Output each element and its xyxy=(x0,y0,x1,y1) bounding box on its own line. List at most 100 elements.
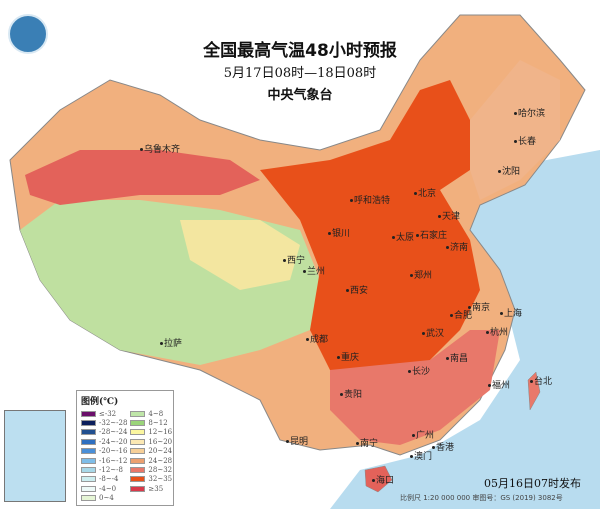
legend-swatch xyxy=(81,495,96,502)
legend-item: ≥35 xyxy=(130,484,172,493)
legend-item: 4~8 xyxy=(130,409,172,418)
legend-label: -20~-16 xyxy=(99,447,128,456)
legend-label: 12~16 xyxy=(148,428,173,437)
legend-label: -4~0 xyxy=(99,484,117,493)
legend-label: ≤-32 xyxy=(99,409,117,418)
legend-label: 24~28 xyxy=(148,456,173,465)
city-label: 澳门 xyxy=(410,449,432,462)
legend-label: 16~20 xyxy=(148,437,173,446)
hot-north-china xyxy=(260,80,480,380)
northeast xyxy=(470,60,560,200)
legend-item: -12~-8 xyxy=(81,465,127,474)
city-label: 成都 xyxy=(306,332,328,345)
legend-swatch xyxy=(130,476,146,483)
city-label: 武汉 xyxy=(422,326,444,339)
legend-item: 8~12 xyxy=(130,418,172,427)
legend-swatch xyxy=(130,410,146,417)
city-label: 天津 xyxy=(438,209,460,222)
city-label: 拉萨 xyxy=(160,336,182,349)
city-label: 南宁 xyxy=(356,436,378,449)
legend-label: 28~32 xyxy=(148,466,173,475)
legend-title: 图例(℃) xyxy=(81,397,119,407)
legend-item: -24~-20 xyxy=(81,437,127,446)
city-label: 南京 xyxy=(468,300,490,313)
city-label: 香港 xyxy=(432,440,454,453)
legend-swatch xyxy=(81,429,96,436)
legend-item: 0~4 xyxy=(81,494,127,503)
legend-label: 4~8 xyxy=(148,409,164,418)
map-title: 全国最高气温48小时预报 xyxy=(203,41,397,61)
legend-item: 28~32 xyxy=(130,465,172,474)
legend-swatch xyxy=(130,467,146,474)
city-label: 哈尔滨 xyxy=(514,106,545,119)
cma-logo xyxy=(8,14,48,54)
city-label: 杭州 xyxy=(486,325,508,338)
legend-label: -8~-4 xyxy=(99,475,119,484)
legend-item: 12~16 xyxy=(130,428,172,437)
legend-swatch xyxy=(130,420,146,427)
legend-swatch xyxy=(81,476,96,483)
city-label: 长春 xyxy=(514,134,536,147)
city-label: 济南 xyxy=(446,240,468,253)
legend-label: -16~-12 xyxy=(99,456,128,465)
legend: 图例(℃) ≤-32 -32~-28 -28~-24 -24~-20 -20~-16 -1… xyxy=(76,390,174,506)
legend-label: ≥35 xyxy=(148,484,164,493)
legend-swatch xyxy=(130,448,146,455)
legend-swatch xyxy=(130,438,146,445)
city-label: 兰州 xyxy=(303,264,325,277)
city-label: 银川 xyxy=(328,226,350,239)
legend-label: -12~-8 xyxy=(99,466,123,475)
legend-swatch xyxy=(130,485,146,492)
legend-label: -24~-20 xyxy=(99,437,128,446)
map-subtitle: 5月17日08时—18日08时 xyxy=(223,66,377,81)
issue-time: 05月16日07时发布 xyxy=(484,477,581,490)
legend-swatch xyxy=(81,410,96,417)
city-label: 呼和浩特 xyxy=(350,193,390,206)
legend-swatch xyxy=(130,457,146,464)
legend-swatch xyxy=(81,420,96,427)
scale-text: 比例尺 1:20 000 000 审图号：GS (2019) 3082号 xyxy=(400,494,563,502)
legend-swatch xyxy=(81,457,96,464)
legend-item: -20~-16 xyxy=(81,447,127,456)
city-label: 昆明 xyxy=(286,434,308,447)
city-label: 合肥 xyxy=(450,308,472,321)
legend-swatch xyxy=(130,429,146,436)
legend-label: -28~-24 xyxy=(99,428,128,437)
legend-item: 24~28 xyxy=(130,456,172,465)
legend-item: -32~-28 xyxy=(81,418,127,427)
city-label: 海口 xyxy=(372,473,394,486)
legend-swatch xyxy=(81,467,96,474)
legend-swatch xyxy=(81,438,96,445)
city-label: 西安 xyxy=(346,283,368,296)
city-label: 沈阳 xyxy=(498,164,520,177)
qinghai-yellow xyxy=(180,220,300,290)
city-label: 太原 xyxy=(392,230,414,243)
legend-label: 32~35 xyxy=(148,475,173,484)
city-label: 长沙 xyxy=(408,364,430,377)
legend-item: 32~35 xyxy=(130,475,172,484)
city-label: 上海 xyxy=(500,306,522,319)
legend-swatch xyxy=(81,448,96,455)
legend-item: ≤-32 xyxy=(81,409,127,418)
city-label: 郑州 xyxy=(410,268,432,281)
legend-item: -28~-24 xyxy=(81,428,127,437)
city-label: 南昌 xyxy=(446,351,468,364)
hot-xinjiang xyxy=(25,150,260,205)
city-label: 石家庄 xyxy=(416,228,447,241)
legend-label: 20~24 xyxy=(148,447,173,456)
city-label: 西宁 xyxy=(283,253,305,266)
south-china-sea-inset xyxy=(4,410,66,502)
city-label: 广州 xyxy=(412,428,434,441)
legend-swatch xyxy=(81,485,96,492)
city-label: 北京 xyxy=(414,186,436,199)
city-label: 重庆 xyxy=(337,350,359,363)
city-label: 乌鲁木齐 xyxy=(140,142,180,155)
sea xyxy=(330,150,600,509)
legend-label: 8~12 xyxy=(148,419,168,428)
legend-item: 20~24 xyxy=(130,447,172,456)
city-label: 台北 xyxy=(530,374,552,387)
legend-label: -32~-28 xyxy=(99,419,128,428)
legend-item: -16~-12 xyxy=(81,456,127,465)
legend-item: 16~20 xyxy=(130,437,172,446)
